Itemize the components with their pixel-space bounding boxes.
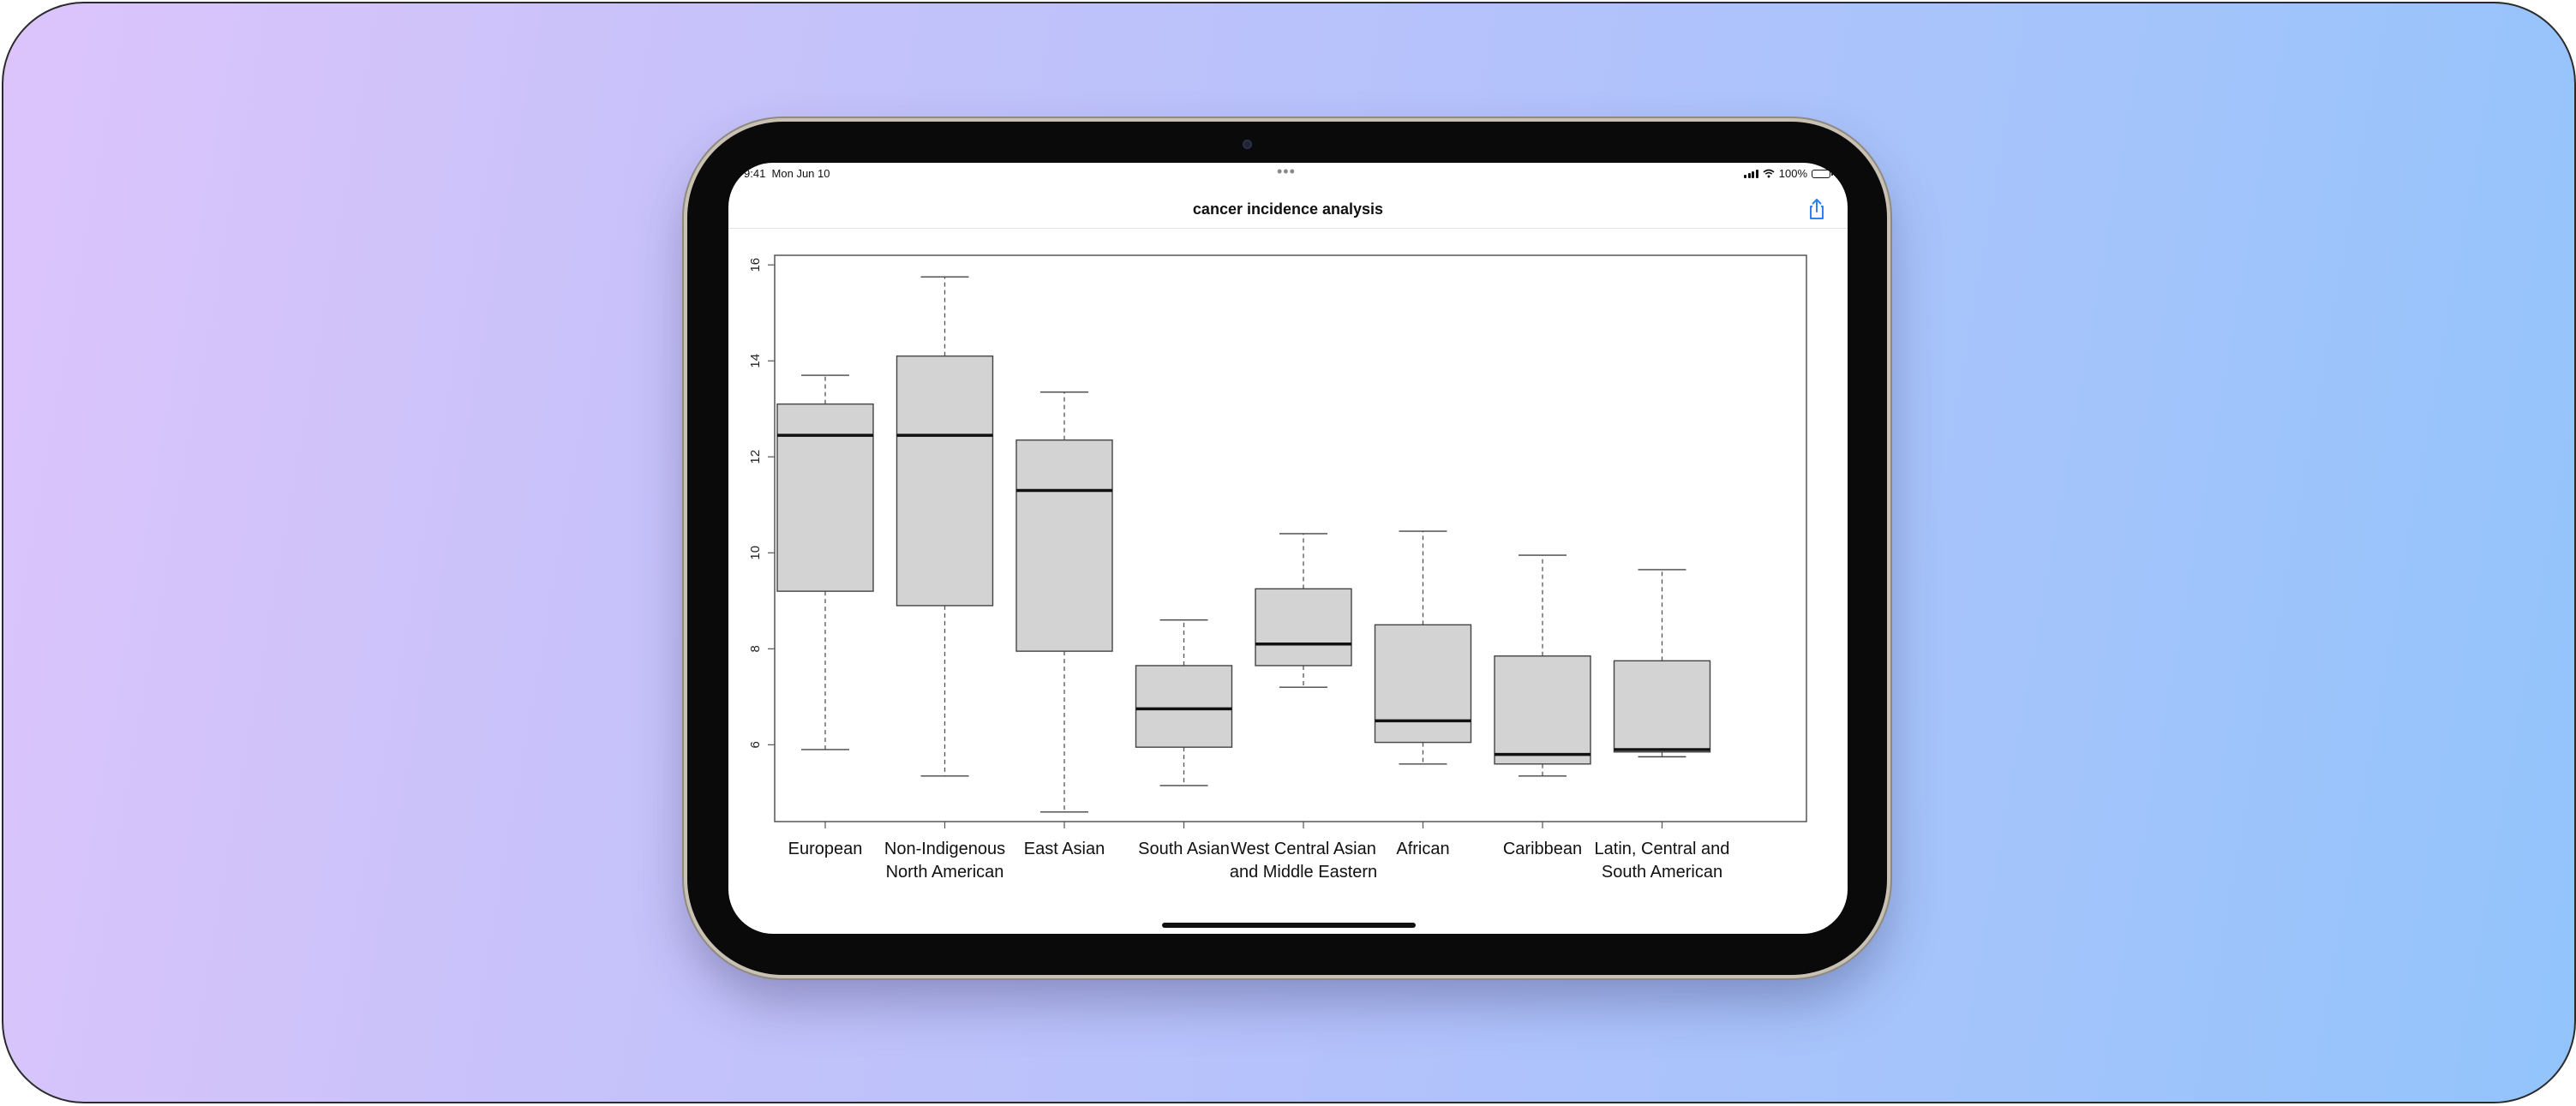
box-iqr xyxy=(1613,660,1711,753)
box-iqr xyxy=(1015,439,1113,652)
boxplot-chart: 6 8 10 12 14 16 European Non-Indigenous North Am… xyxy=(748,254,1807,882)
y-tick-label: 12 xyxy=(748,450,763,464)
x-tick-label: Latin, Central and xyxy=(1595,840,1730,858)
x-tick-label: European xyxy=(788,840,863,858)
box-iqr xyxy=(1374,624,1472,744)
ipad-screen: 9:41 Mon Jun 10 ••• 100% cancer incidenc… xyxy=(728,163,1848,934)
y-tick-label: 10 xyxy=(748,546,763,560)
x-tick-label: North American xyxy=(886,863,1004,882)
signal-bars-icon xyxy=(1744,169,1758,178)
share-icon[interactable] xyxy=(1805,197,1829,221)
x-tick-label: Non-Indigenous xyxy=(884,840,1005,858)
box-iqr xyxy=(896,355,994,607)
box-iqr xyxy=(776,403,874,592)
box-iqr xyxy=(1255,588,1352,667)
home-indicator[interactable] xyxy=(1162,923,1416,928)
front-camera-icon xyxy=(1243,140,1252,149)
battery-icon xyxy=(1812,169,1833,178)
battery-percent: 100% xyxy=(1778,167,1807,180)
x-tick-label: African xyxy=(1396,840,1449,858)
status-bar: 9:41 Mon Jun 10 ••• 100% xyxy=(728,163,1848,188)
multitasking-dots-icon[interactable]: ••• xyxy=(1277,163,1296,180)
page-title: cancer incidence analysis xyxy=(1192,200,1384,218)
status-time: 9:41 xyxy=(744,167,766,180)
box-iqr xyxy=(1135,665,1233,748)
x-tick-label: West Central Asian xyxy=(1231,840,1376,858)
status-indicators: 100% xyxy=(1744,167,1833,180)
box-iqr xyxy=(1494,655,1591,765)
x-tick-label: and Middle Eastern xyxy=(1230,863,1377,882)
x-tick-label: Caribbean xyxy=(1503,840,1582,858)
y-tick-label: 8 xyxy=(748,645,763,652)
x-tick-label: South American xyxy=(1602,863,1722,882)
y-tick-label: 14 xyxy=(748,354,763,368)
plot-frame xyxy=(774,254,1807,822)
x-tick-label: South Asian xyxy=(1138,840,1230,858)
status-date: Mon Jun 10 xyxy=(771,167,830,180)
navigation-bar: cancer incidence analysis xyxy=(728,188,1848,229)
x-tick-label: East Asian xyxy=(1024,840,1105,858)
wifi-icon xyxy=(1763,169,1775,178)
y-tick-label: 6 xyxy=(748,741,763,748)
y-tick-label: 16 xyxy=(748,258,763,272)
status-time-date: 9:41 Mon Jun 10 xyxy=(744,167,830,180)
